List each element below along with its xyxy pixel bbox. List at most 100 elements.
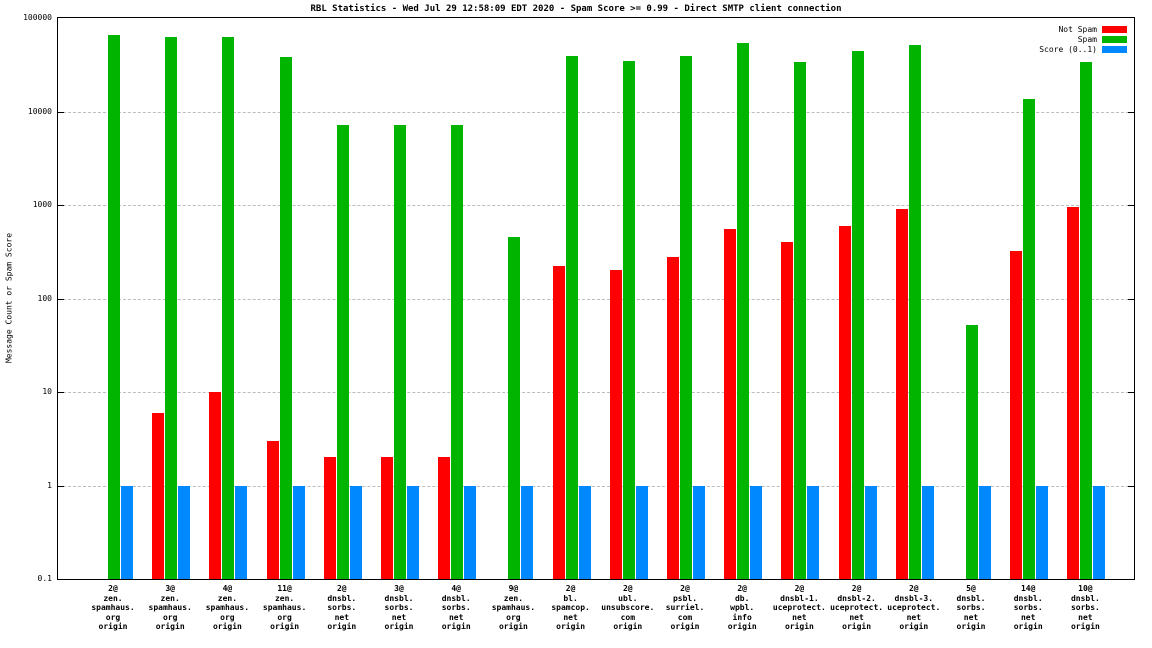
x-tick-label: 11@ zen. spamhaus. org origin: [251, 584, 319, 632]
x-tick-label-line: 9@: [508, 584, 519, 593]
bar-spam: [622, 60, 635, 579]
bar-spam: [908, 45, 921, 579]
x-tick-label: 2@ zen. spamhaus. org origin: [79, 584, 147, 632]
x-tick-label-line: org: [162, 612, 178, 622]
x-tick-label-line: spamhaus.: [148, 603, 192, 612]
x-tick-label-line: net: [1020, 612, 1036, 622]
x-tick-label-line: net: [563, 612, 578, 622]
x-tick-label-line: sorbs.: [441, 603, 471, 612]
x-tick-label-line: origin: [727, 622, 757, 631]
x-tick-label-line: sorbs.: [327, 603, 357, 612]
y-axis-tick: [1128, 392, 1134, 393]
x-tick-label-line: net: [849, 612, 864, 622]
x-tick-label-line: 2@: [737, 584, 747, 593]
x-tick-label-line: dnsbl.: [327, 593, 357, 603]
bar-not-spam: [266, 440, 279, 579]
legend-swatch: [1102, 46, 1127, 53]
bar-score-0-1-: [521, 485, 534, 579]
bar-not-spam: [609, 270, 622, 579]
x-tick-label-line: zen.: [103, 593, 123, 603]
legend-swatch: [1102, 26, 1127, 33]
x-tick-label-line: zen.: [503, 593, 524, 603]
y-axis-tick: [1128, 111, 1134, 113]
x-tick-label-line: origin: [441, 622, 471, 631]
bar-score-0-1-: [693, 485, 705, 579]
legend: Not Spam Spam Score (0..1): [1039, 25, 1127, 54]
bar-not-spam: [724, 229, 737, 579]
x-tick-label-line: 2@: [851, 584, 862, 593]
bar-score-0-1-: [235, 485, 248, 579]
x-tick-label-line: com: [677, 612, 693, 622]
x-tick-label-line: com: [620, 612, 636, 622]
bar-score-0-1-: [578, 485, 591, 579]
bar-spam: [222, 37, 235, 579]
bar-score-0-1-: [407, 485, 419, 579]
x-tick-label-line: spamhaus.: [262, 603, 307, 612]
x-tick-label-line: net: [792, 612, 807, 622]
bar-score-0-1-: [1093, 485, 1106, 579]
x-tick-label-line: bl.: [563, 593, 578, 603]
x-tick-label: 2@ psbl. surriel. com origin: [651, 584, 719, 632]
x-tick-label-line: psbl.: [672, 593, 698, 603]
x-tick-label-line: uceprotect.: [830, 603, 884, 612]
bar-spam: [851, 51, 864, 579]
bar-spam: [794, 61, 807, 579]
x-tick-label-line: sorbs.: [956, 603, 986, 612]
x-tick-label: 5@ dnsbl. sorbs. net origin: [937, 584, 1005, 632]
y-tick-label: 100000: [23, 13, 52, 22]
x-tick-label-line: dnsbl.: [441, 593, 471, 603]
x-tick-label-line: net: [391, 612, 407, 622]
bar-spam: [508, 236, 521, 579]
x-tick-label-line: origin: [784, 622, 814, 631]
x-tick-label: 2@ bl. spamcop. net origin: [537, 584, 605, 632]
x-tick-label-line: dnsbl.: [384, 593, 414, 603]
x-tick-label: 10@ dnsbl. sorbs. net origin: [1051, 584, 1119, 632]
x-tick-label-line: db.: [734, 593, 750, 603]
x-tick-label-line: 5@: [966, 584, 976, 593]
x-tick-label-line: org: [105, 612, 121, 622]
x-tick-label-line: origin: [270, 622, 300, 631]
bar-not-spam: [895, 209, 908, 579]
x-tick-label-line: dnsbl-1.: [780, 593, 819, 603]
x-tick-label-line: uceprotect.: [772, 603, 826, 612]
legend-label: Score (0..1): [1039, 45, 1097, 54]
x-tick-label-line: origin: [1070, 622, 1100, 631]
x-tick-label-line: 10@: [1078, 584, 1093, 593]
gridline: [58, 392, 1134, 393]
bar-spam: [279, 57, 292, 579]
bar-score-0-1-: [1036, 485, 1049, 579]
x-tick-label-line: spamcop.: [551, 603, 590, 612]
bar-not-spam: [323, 457, 336, 579]
x-tick-label-line: dnsbl-3.: [894, 593, 934, 603]
x-tick-label-line: origin: [155, 622, 185, 631]
x-tick-label-line: dnsbl.: [1013, 593, 1043, 603]
legend-item: Score (0..1): [1039, 45, 1127, 54]
bar-not-spam: [552, 266, 565, 579]
x-tick-label: 2@ dnsbl. sorbs. net origin: [308, 584, 376, 632]
y-tick-label: 100: [37, 293, 52, 303]
x-tick-label-line: 2@: [108, 584, 118, 593]
x-tick-label-line: 2@: [565, 584, 576, 593]
x-tick-label-line: spamhaus.: [205, 603, 250, 612]
bar-score-0-1-: [750, 485, 763, 579]
x-tick-label: 3@ zen. spamhaus. org origin: [136, 584, 204, 632]
x-tick-label-line: 11@: [277, 584, 292, 593]
x-tick-label-line: origin: [98, 622, 128, 631]
gridline: [58, 298, 1134, 300]
y-tick-label: 1: [47, 480, 52, 490]
bar-spam: [737, 43, 750, 579]
legend-swatch: [1102, 36, 1127, 43]
x-tick-label-line: spamhaus.: [491, 603, 536, 612]
x-tick-label-line: 4@: [451, 584, 461, 593]
x-tick-label-line: origin: [956, 622, 986, 631]
y-tick-label: 10: [42, 387, 52, 396]
x-tick-label-line: org: [506, 612, 521, 622]
x-tick-label-line: sorbs.: [1070, 603, 1100, 612]
bar-spam: [336, 124, 349, 579]
x-tick-label-line: origin: [899, 622, 929, 631]
y-axis-tick: [58, 111, 64, 113]
bar-spam: [1080, 61, 1093, 579]
x-tick-label: 2@ db. wpbl. info origin: [708, 584, 776, 632]
y-tick-label: 10000: [27, 106, 52, 116]
x-tick-label-line: 2@: [680, 584, 690, 593]
